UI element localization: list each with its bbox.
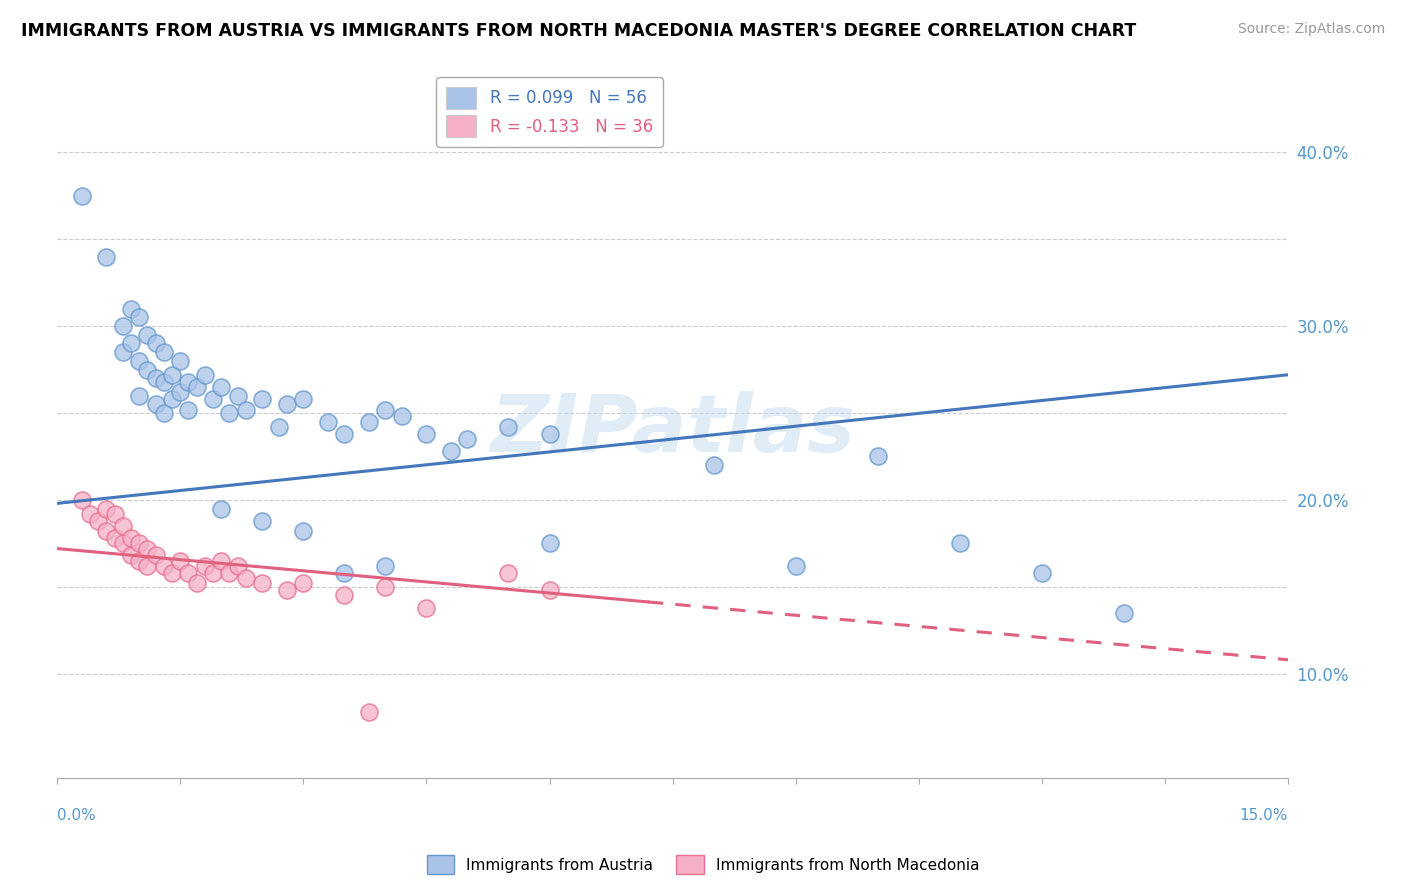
Point bbox=[153, 375, 176, 389]
Text: ZIPatlas: ZIPatlas bbox=[491, 392, 855, 469]
Point bbox=[267, 420, 290, 434]
Point bbox=[415, 600, 437, 615]
Point bbox=[128, 536, 150, 550]
Point bbox=[374, 558, 396, 573]
Point bbox=[218, 566, 240, 580]
Point bbox=[70, 492, 93, 507]
Text: IMMIGRANTS FROM AUSTRIA VS IMMIGRANTS FROM NORTH MACEDONIA MASTER'S DEGREE CORRE: IMMIGRANTS FROM AUSTRIA VS IMMIGRANTS FR… bbox=[21, 22, 1136, 40]
Point bbox=[391, 409, 413, 424]
Point bbox=[292, 576, 315, 591]
Point bbox=[209, 554, 232, 568]
Legend: R = 0.099   N = 56, R = -0.133   N = 36: R = 0.099 N = 56, R = -0.133 N = 36 bbox=[436, 78, 662, 147]
Point bbox=[177, 566, 200, 580]
Point bbox=[111, 319, 134, 334]
Point bbox=[252, 392, 274, 406]
Point bbox=[235, 571, 257, 585]
Point bbox=[333, 426, 356, 441]
Point bbox=[104, 531, 127, 545]
Point bbox=[153, 558, 176, 573]
Point bbox=[70, 189, 93, 203]
Point bbox=[333, 589, 356, 603]
Point bbox=[136, 327, 159, 342]
Point bbox=[186, 576, 208, 591]
Point bbox=[252, 514, 274, 528]
Point bbox=[160, 368, 183, 382]
Point bbox=[136, 362, 159, 376]
Point bbox=[120, 549, 142, 563]
Point bbox=[226, 389, 249, 403]
Point bbox=[145, 371, 167, 385]
Point bbox=[96, 501, 118, 516]
Point bbox=[374, 580, 396, 594]
Point bbox=[218, 406, 240, 420]
Point bbox=[202, 566, 225, 580]
Point bbox=[456, 432, 478, 446]
Point bbox=[128, 389, 150, 403]
Text: Source: ZipAtlas.com: Source: ZipAtlas.com bbox=[1237, 22, 1385, 37]
Point bbox=[120, 531, 142, 545]
Point bbox=[128, 354, 150, 368]
Point bbox=[538, 426, 561, 441]
Point bbox=[186, 380, 208, 394]
Point bbox=[498, 566, 520, 580]
Point bbox=[276, 397, 298, 411]
Point bbox=[415, 426, 437, 441]
Point bbox=[128, 310, 150, 325]
Point bbox=[160, 566, 183, 580]
Point bbox=[357, 415, 380, 429]
Point bbox=[194, 368, 217, 382]
Point bbox=[120, 336, 142, 351]
Point bbox=[316, 415, 339, 429]
Point bbox=[292, 392, 315, 406]
Point bbox=[1031, 566, 1053, 580]
Point bbox=[111, 519, 134, 533]
Point bbox=[226, 558, 249, 573]
Point bbox=[96, 250, 118, 264]
Text: 15.0%: 15.0% bbox=[1240, 808, 1288, 823]
Point bbox=[145, 336, 167, 351]
Point bbox=[209, 501, 232, 516]
Point bbox=[440, 444, 463, 458]
Point bbox=[145, 549, 167, 563]
Point bbox=[79, 507, 101, 521]
Point bbox=[177, 375, 200, 389]
Point bbox=[169, 554, 191, 568]
Point bbox=[252, 576, 274, 591]
Point bbox=[169, 385, 191, 400]
Point bbox=[703, 458, 725, 472]
Point bbox=[128, 554, 150, 568]
Point bbox=[209, 380, 232, 394]
Point bbox=[160, 392, 183, 406]
Text: 0.0%: 0.0% bbox=[58, 808, 96, 823]
Point bbox=[145, 397, 167, 411]
Point bbox=[136, 558, 159, 573]
Point bbox=[169, 354, 191, 368]
Point bbox=[153, 345, 176, 359]
Point bbox=[202, 392, 225, 406]
Point bbox=[194, 558, 217, 573]
Legend: Immigrants from Austria, Immigrants from North Macedonia: Immigrants from Austria, Immigrants from… bbox=[420, 849, 986, 880]
Point bbox=[177, 402, 200, 417]
Point bbox=[374, 402, 396, 417]
Point bbox=[87, 514, 110, 528]
Point bbox=[120, 301, 142, 316]
Point bbox=[538, 583, 561, 598]
Point bbox=[292, 524, 315, 538]
Point bbox=[949, 536, 972, 550]
Point bbox=[235, 402, 257, 417]
Point bbox=[96, 524, 118, 538]
Point bbox=[866, 450, 889, 464]
Point bbox=[1112, 606, 1135, 620]
Point bbox=[333, 566, 356, 580]
Point bbox=[136, 541, 159, 556]
Point bbox=[538, 536, 561, 550]
Point bbox=[104, 507, 127, 521]
Point bbox=[111, 536, 134, 550]
Point bbox=[498, 420, 520, 434]
Point bbox=[276, 583, 298, 598]
Point bbox=[111, 345, 134, 359]
Point bbox=[153, 406, 176, 420]
Point bbox=[785, 558, 807, 573]
Point bbox=[357, 705, 380, 719]
